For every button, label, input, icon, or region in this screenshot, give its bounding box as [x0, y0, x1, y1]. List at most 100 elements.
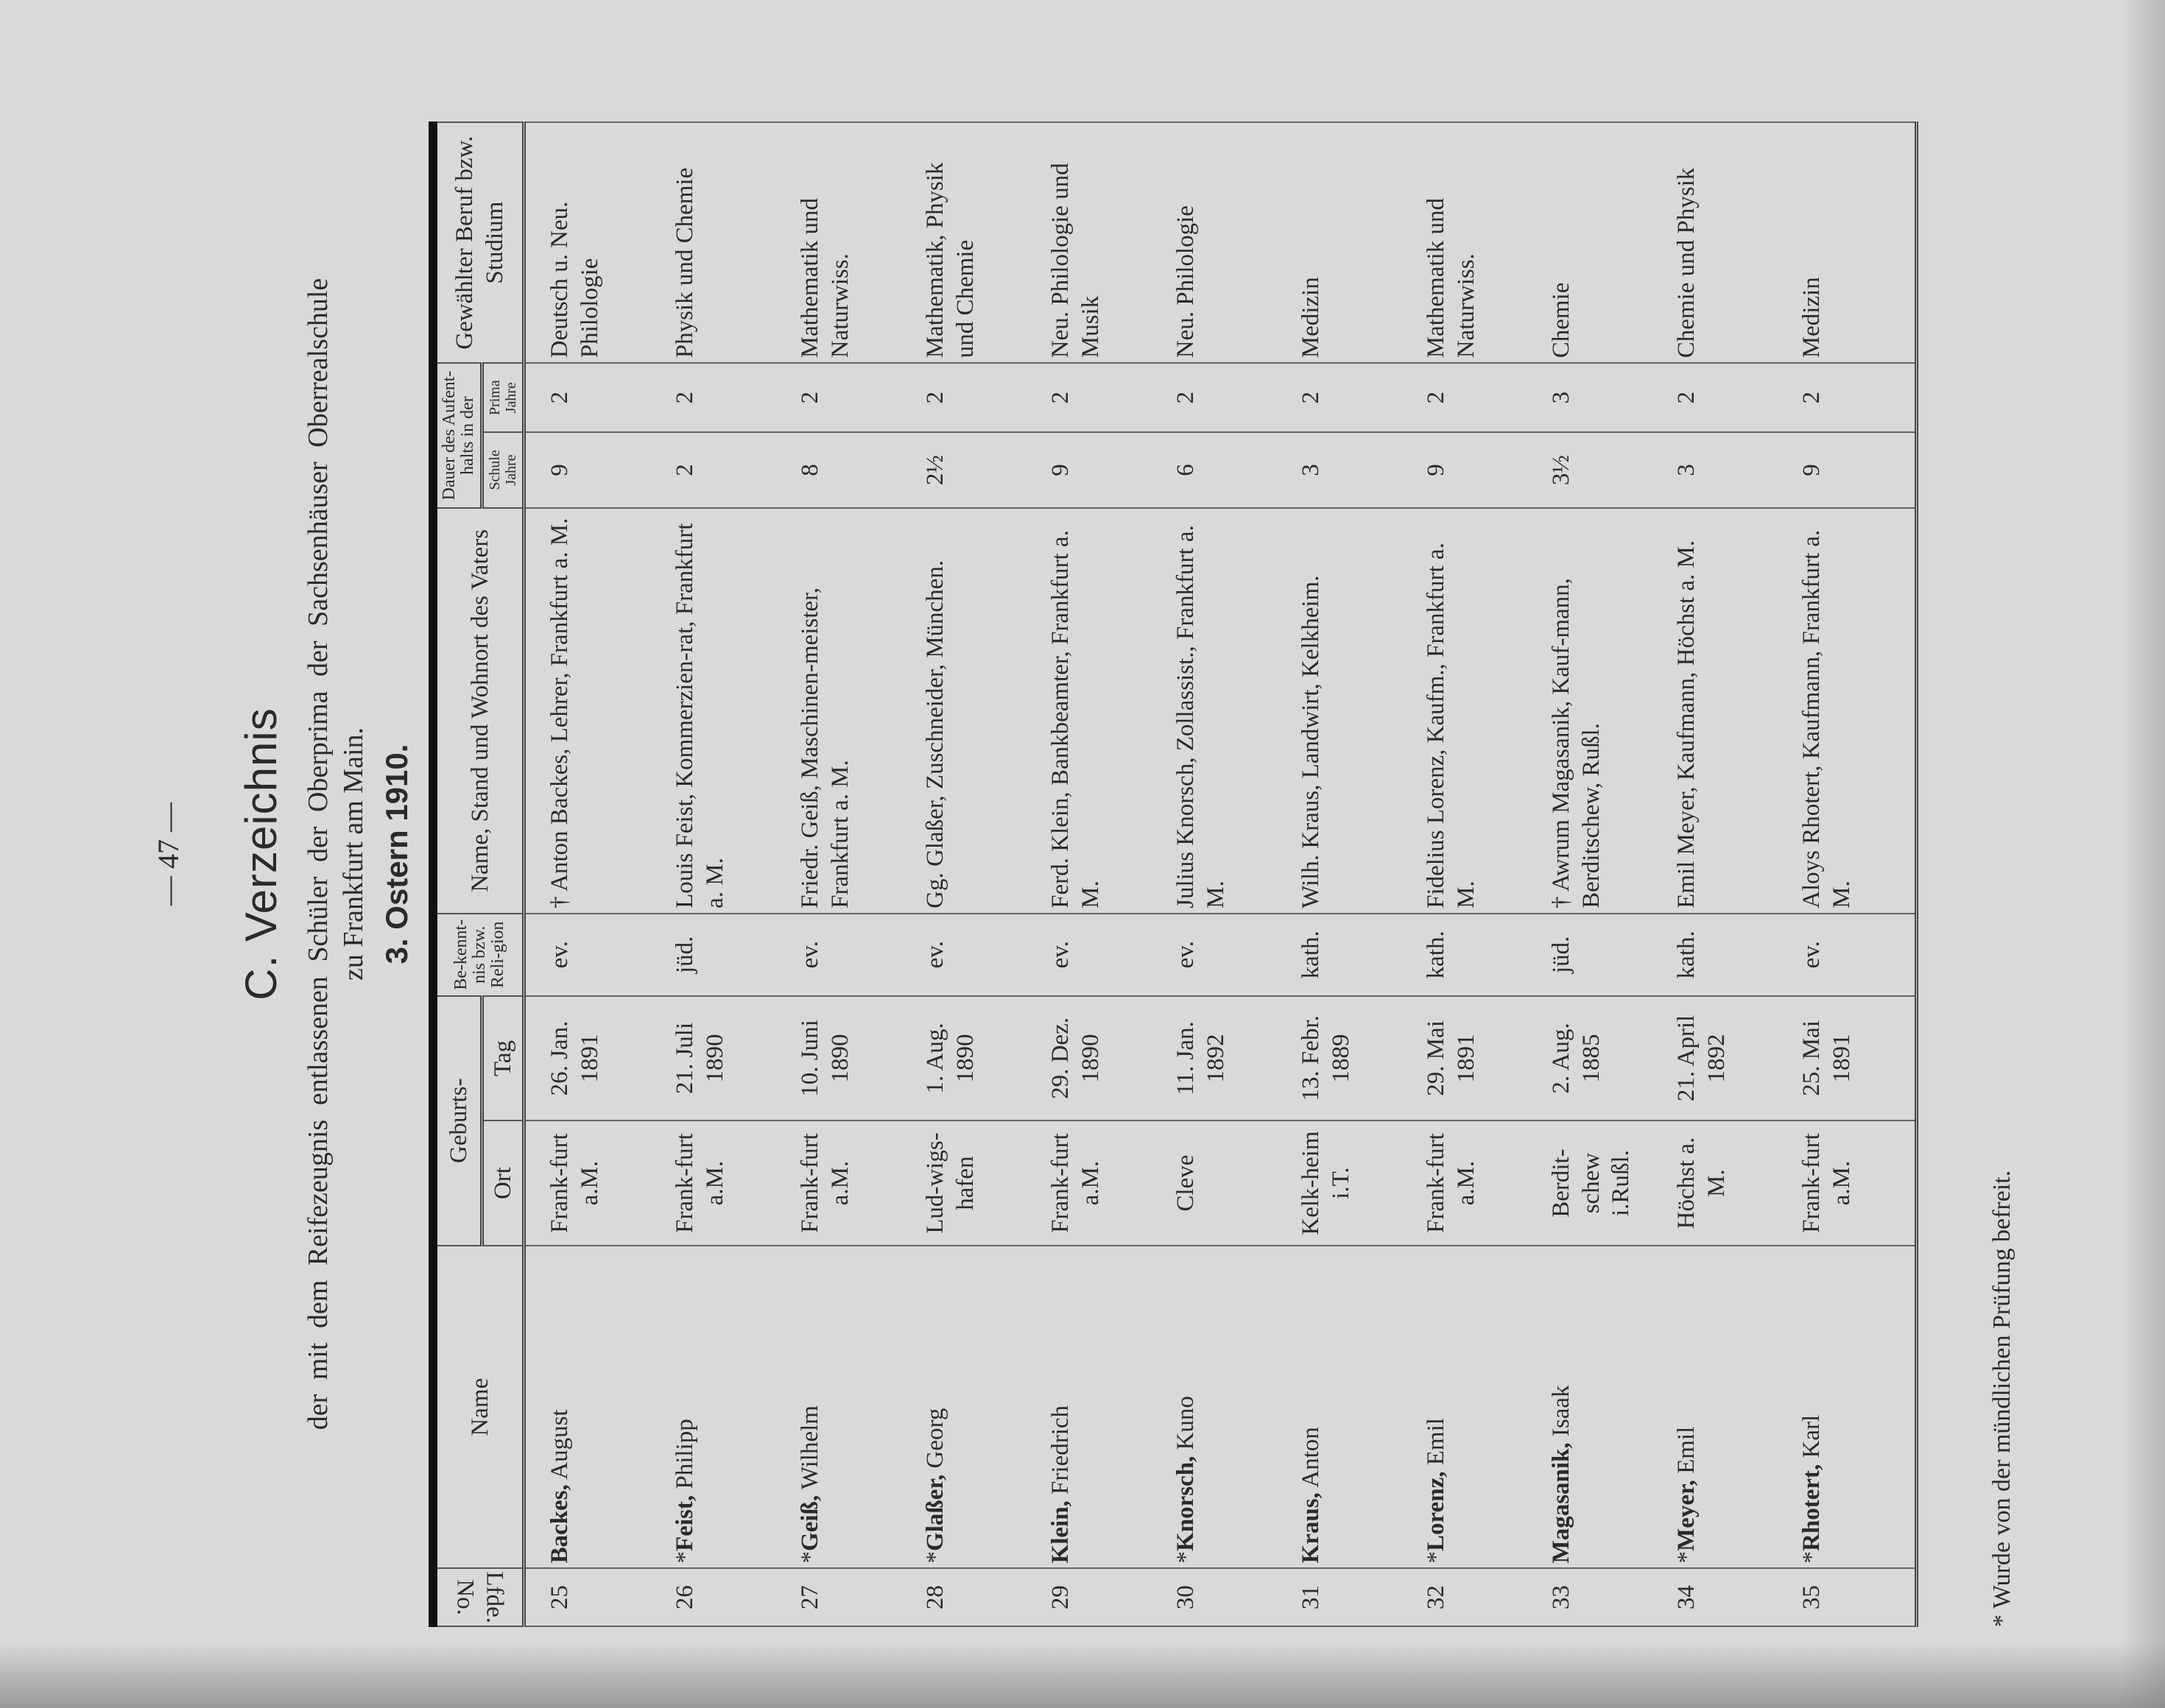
- surname: Meyer,: [1673, 1480, 1700, 1551]
- cell-religion: ev.: [1789, 913, 1917, 996]
- cell-name: *Geiß, Wilhelm: [788, 1245, 914, 1569]
- cell-ort: Frank-furt a.M.: [1789, 1121, 1917, 1246]
- cell-no: 27: [788, 1568, 914, 1626]
- surname: Klein,: [1047, 1500, 1074, 1564]
- surname: Feist,: [672, 1494, 699, 1551]
- cell-prima: 2: [788, 363, 914, 433]
- page-title: C. Verzeichnis: [236, 707, 286, 1001]
- cell-tag: 26. Jan. 1891: [524, 995, 663, 1121]
- cell-ort: Lud-wigs-hafen: [913, 1121, 1039, 1246]
- cell-no: 25: [524, 1568, 663, 1626]
- cell-name: *Lorenz, Emil: [1414, 1245, 1540, 1569]
- table-row: 33 Magasanik, Isaak Berdit-schew i.Rußl. 2.…: [1539, 122, 1665, 1626]
- cell-prima: 2: [1664, 363, 1790, 433]
- cell-beruf: Neu. Philologie und Musik: [1038, 122, 1164, 364]
- cell-tag: 29. Dez. 1890: [1038, 995, 1164, 1121]
- cell-tag: 29. Mai 1891: [1414, 995, 1540, 1121]
- subtitle-line-2: zu Frankfurt am Main.: [338, 727, 369, 981]
- cell-religion: ev.: [524, 913, 663, 996]
- cell-religion: kath.: [1664, 913, 1790, 996]
- cell-ort: Cleve: [1164, 1121, 1289, 1246]
- cell-no: 30: [1164, 1568, 1289, 1626]
- cell-name: Backes, August: [524, 1245, 663, 1569]
- cell-religion: ev.: [788, 913, 914, 996]
- table-row: 31 Kraus, Anton Kelk-heim i.T. 13. Febr. 18…: [1289, 122, 1415, 1626]
- scan-shadow-right: [2121, 0, 2165, 1708]
- star-mark: *: [922, 1550, 949, 1564]
- given-name: Philipp: [672, 1419, 699, 1489]
- cell-name: *Rhotert, Karl: [1789, 1245, 1917, 1569]
- table-row: 29 Klein, Friedrich Frank-furt a.M. 29. Dez…: [1038, 122, 1164, 1626]
- cell-no: 32: [1414, 1568, 1540, 1626]
- table-row: 35 *Rhotert, Karl Frank-furt a.M. 25. Mai 1…: [1789, 122, 1917, 1626]
- cell-beruf: Mathematik und Naturwiss.: [1414, 122, 1540, 364]
- surname: Knorsch,: [1172, 1455, 1200, 1551]
- surname: Magasanik,: [1548, 1442, 1575, 1564]
- cell-name: Klein, Friedrich: [1038, 1245, 1164, 1569]
- table-row: 28 *Glaßer, Georg Lud-wigs-hafen 1. Aug. 18…: [913, 122, 1039, 1626]
- cell-name: *Feist, Philipp: [663, 1245, 789, 1569]
- cell-religion: kath.: [1289, 913, 1415, 996]
- given-name: Kuno: [1172, 1396, 1200, 1450]
- header-name: Name: [433, 1245, 524, 1569]
- given-name: Emil: [1423, 1418, 1450, 1466]
- cell-beruf: Medizin: [1289, 122, 1415, 364]
- cell-name: *Knorsch, Kuno: [1164, 1245, 1289, 1569]
- star-mark: *: [1673, 1550, 1700, 1564]
- given-name: August: [546, 1409, 574, 1480]
- header-geburts: Geburts-: [433, 995, 482, 1246]
- given-name: Wilhelm: [797, 1405, 824, 1490]
- star-mark: *: [1172, 1550, 1200, 1564]
- given-name: Emil: [1673, 1426, 1700, 1474]
- given-name: Friedrich: [1047, 1405, 1074, 1494]
- cell-ort: Frank-furt a.M.: [1038, 1121, 1164, 1246]
- surname: Geiß,: [797, 1494, 824, 1551]
- star-mark: *: [1798, 1550, 1826, 1564]
- cell-schule: 9: [1038, 432, 1164, 508]
- surname: Glaßer,: [922, 1474, 949, 1551]
- cell-schule: 3: [1664, 432, 1790, 508]
- given-name: Georg: [922, 1408, 949, 1469]
- cell-schule: 9: [1414, 432, 1540, 508]
- cell-ort: Frank-furt a.M.: [1414, 1121, 1540, 1246]
- cell-tag: 13. Febr. 1889: [1289, 995, 1415, 1121]
- table-row: 26 *Feist, Philipp Frank-furt a.M. 21. Juli…: [663, 122, 789, 1626]
- table-row: 34 *Meyer, Emil Höchst a. M. 21. April 1892…: [1664, 122, 1790, 1626]
- surname: Backes,: [546, 1484, 574, 1564]
- cell-religion: jüd.: [663, 913, 789, 996]
- cell-schule: 3½: [1539, 432, 1665, 508]
- cell-schule: 9: [1789, 432, 1917, 508]
- cell-vater: Wilh. Kraus, Landwirt, Kelkheim.: [1289, 507, 1415, 914]
- cell-tag: 11. Jan. 1892: [1164, 995, 1289, 1121]
- cell-schule: 2: [663, 432, 789, 508]
- cell-name: *Glaßer, Georg: [913, 1245, 1039, 1569]
- cell-beruf: Chemie: [1539, 122, 1665, 364]
- cell-no: 26: [663, 1568, 789, 1626]
- cell-no: 28: [913, 1568, 1039, 1626]
- header-religion: Be-kennt-nis bzw. Reli-gion: [433, 913, 524, 996]
- cell-tag: 21. Juli 1890: [663, 995, 789, 1121]
- cell-schule: 8: [788, 432, 914, 508]
- given-name: Isaak: [1548, 1385, 1575, 1437]
- table-row: 32 *Lorenz, Emil Frank-furt a.M. 29. Mai 18…: [1414, 122, 1540, 1626]
- star-mark: *: [1423, 1550, 1450, 1564]
- table-body: 25 Backes, August Frank-furt a.M. 26. Jan. …: [524, 122, 1917, 1626]
- cell-vater: † Anton Backes, Lehrer, Frankfurt a. M.: [524, 507, 663, 914]
- cell-no: 34: [1664, 1568, 1790, 1626]
- cell-no: 35: [1789, 1568, 1917, 1626]
- cell-vater: Julius Knorsch, Zollassist., Frankfurt a…: [1164, 507, 1289, 914]
- cell-tag: 25. Mai 1891: [1789, 995, 1917, 1121]
- subtitle-line-1: der mit dem Reifezeugnis entlassenen Sch…: [303, 278, 334, 1430]
- cell-religion: ev.: [1164, 913, 1289, 996]
- cell-vater: Ferd. Klein, Bankbeamter, Frankfurt a. M…: [1038, 507, 1164, 914]
- cell-no: 31: [1289, 1568, 1415, 1626]
- cell-prima: 2: [1289, 363, 1415, 433]
- cell-schule: 2½: [913, 432, 1039, 508]
- header-lfde-no: Lfde. No.: [433, 1568, 524, 1626]
- cell-religion: kath.: [1414, 913, 1540, 996]
- cell-tag: 21. April 1892: [1664, 995, 1790, 1121]
- cell-prima: 2: [1038, 363, 1164, 433]
- cell-schule: 3: [1289, 432, 1415, 508]
- cell-schule: 6: [1164, 432, 1289, 508]
